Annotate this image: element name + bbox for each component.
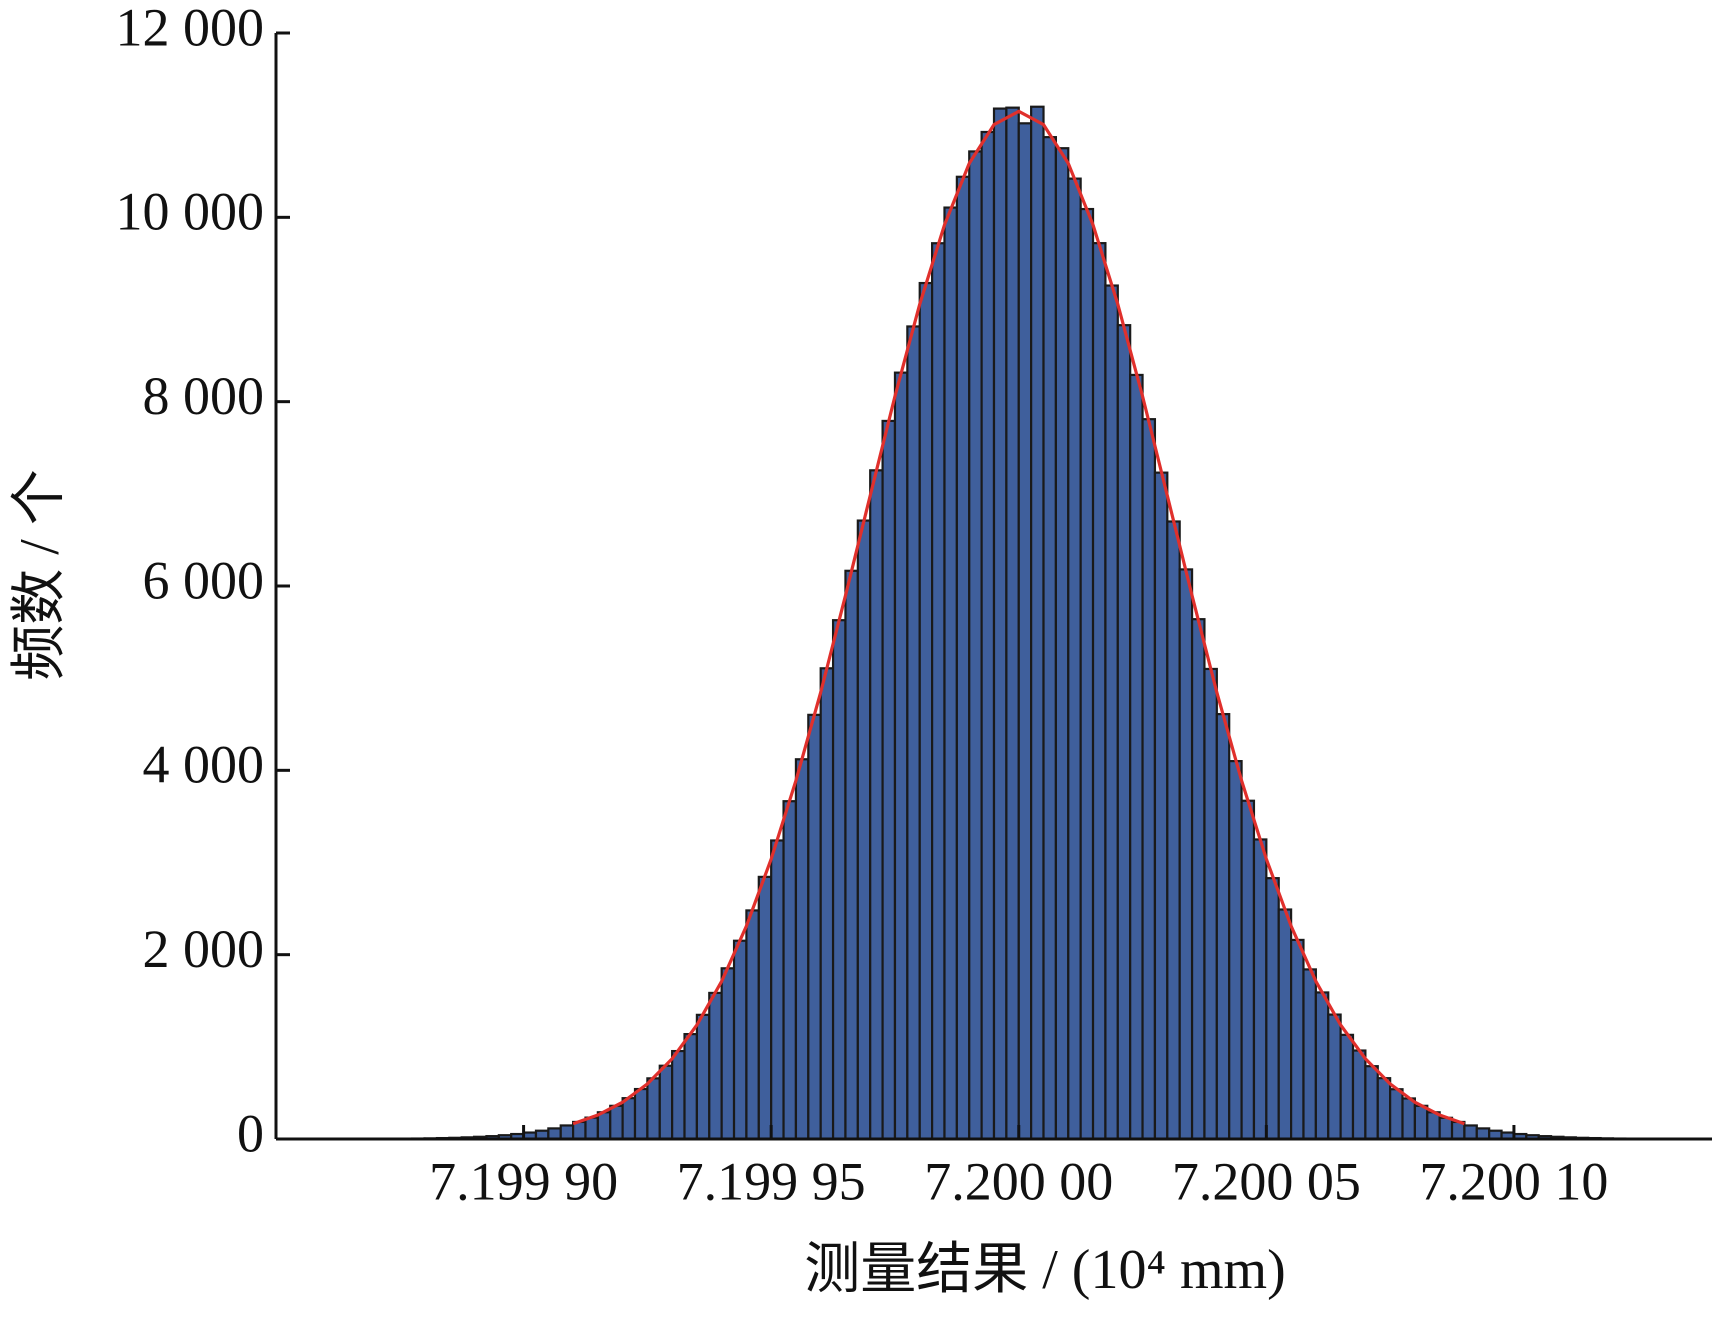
bar — [658, 1064, 674, 1141]
bar — [1005, 106, 1020, 1141]
bar — [943, 206, 958, 1141]
bar — [1265, 877, 1280, 1141]
bar — [1054, 147, 1070, 1141]
bar — [770, 839, 785, 1141]
bar — [584, 1116, 599, 1141]
bar — [609, 1104, 624, 1141]
bar — [794, 758, 810, 1141]
bar — [1141, 418, 1157, 1141]
bar — [931, 242, 946, 1141]
bar — [918, 281, 934, 1141]
bar — [1475, 1127, 1491, 1141]
x-tick-label: 7.199 95 — [677, 1151, 866, 1211]
bar — [1240, 799, 1256, 1141]
x-tick-label: 7.200 00 — [924, 1151, 1113, 1211]
bar — [1314, 991, 1330, 1141]
x-tick-label: 7.200 10 — [1419, 1151, 1608, 1211]
bar — [992, 107, 1008, 1141]
bar — [819, 667, 835, 1141]
bar — [708, 991, 723, 1141]
y-axis-label: 频数 / 个 — [9, 469, 71, 681]
bar — [1104, 284, 1119, 1141]
bar — [646, 1077, 661, 1141]
bar — [683, 1033, 698, 1141]
bar — [980, 130, 996, 1141]
bar — [1129, 373, 1144, 1141]
bar — [1178, 568, 1194, 1141]
bar — [1302, 968, 1317, 1141]
bar — [695, 1013, 711, 1141]
bar — [893, 371, 909, 1141]
bar — [1079, 207, 1095, 1141]
bar — [1153, 471, 1169, 1141]
bar — [1042, 136, 1057, 1141]
bar — [1413, 1104, 1429, 1141]
bar — [807, 713, 822, 1141]
bar — [633, 1087, 649, 1141]
bar — [1290, 938, 1305, 1141]
bar — [621, 1097, 637, 1141]
bar — [1463, 1124, 1478, 1141]
bar — [831, 619, 847, 1141]
y-tick-label: 12 000 — [116, 0, 265, 57]
bar — [559, 1124, 575, 1141]
bar — [1339, 1033, 1355, 1141]
plot-area: 0 2 000 4 000 6 000 8 000 10 000 12 000 7.199 9… — [116, 0, 1712, 1211]
bar — [906, 325, 921, 1141]
bar — [1327, 1013, 1342, 1141]
fit-curve — [572, 109, 1465, 1126]
bar — [1116, 324, 1132, 1141]
bar — [1401, 1097, 1416, 1141]
bar — [1215, 713, 1231, 1141]
bar — [745, 909, 760, 1141]
bar — [1364, 1065, 1379, 1141]
bar — [1277, 908, 1293, 1141]
bar — [1228, 760, 1243, 1141]
bar — [1389, 1088, 1404, 1141]
y-tick-label: 8 000 — [143, 366, 265, 426]
y-tick-label: 10 000 — [116, 182, 265, 242]
bar — [1091, 242, 1107, 1141]
x-axis-label: 测量结果 / (10⁴ mm) — [804, 1239, 1286, 1301]
bar — [869, 469, 884, 1141]
bar — [1190, 618, 1206, 1141]
bar — [1203, 667, 1218, 1141]
bar — [1252, 838, 1268, 1141]
bar — [782, 800, 798, 1141]
y-tick-label: 0 — [237, 1103, 264, 1163]
bar — [1438, 1116, 1454, 1141]
bar — [1376, 1077, 1392, 1141]
bar — [968, 150, 983, 1141]
x-tick-label: 7.200 05 — [1172, 1151, 1361, 1211]
bar — [596, 1111, 612, 1141]
bar — [1351, 1049, 1367, 1141]
bar — [881, 419, 897, 1141]
bar — [1067, 177, 1082, 1141]
x-tick-label: 7.199 90 — [429, 1151, 618, 1211]
bar — [1017, 122, 1033, 1141]
y-tick-label: 2 000 — [143, 919, 265, 979]
bar — [720, 967, 736, 1141]
bar — [732, 939, 748, 1141]
bar — [1426, 1111, 1441, 1141]
bar — [1030, 105, 1045, 1141]
bar — [547, 1127, 562, 1141]
bar — [671, 1049, 686, 1141]
y-tick-label: 6 000 — [143, 550, 265, 610]
y-tick-label: 4 000 — [143, 735, 265, 795]
bar — [955, 175, 971, 1141]
bar — [1166, 520, 1181, 1141]
bar — [844, 569, 859, 1141]
bar — [856, 519, 872, 1141]
bar — [757, 875, 773, 1141]
